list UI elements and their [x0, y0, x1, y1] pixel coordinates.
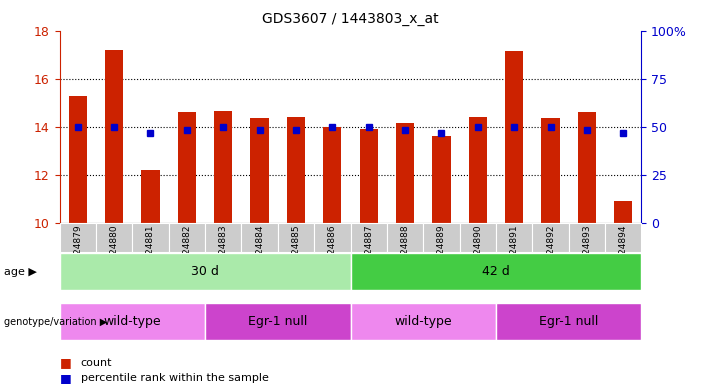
FancyBboxPatch shape — [532, 223, 569, 252]
FancyBboxPatch shape — [169, 223, 205, 252]
FancyBboxPatch shape — [60, 253, 350, 290]
Text: wild-type: wild-type — [104, 315, 161, 328]
FancyBboxPatch shape — [132, 223, 169, 252]
FancyBboxPatch shape — [605, 223, 641, 252]
FancyBboxPatch shape — [60, 303, 205, 340]
Text: GSM424880: GSM424880 — [109, 224, 118, 279]
Text: GSM424881: GSM424881 — [146, 224, 155, 279]
Text: percentile rank within the sample: percentile rank within the sample — [81, 373, 268, 383]
FancyBboxPatch shape — [96, 223, 132, 252]
FancyBboxPatch shape — [205, 303, 350, 340]
Bar — [578, 113, 596, 223]
Bar — [105, 50, 123, 223]
Text: ■: ■ — [60, 356, 72, 369]
Text: GSM424890: GSM424890 — [473, 224, 482, 279]
Text: GSM424888: GSM424888 — [400, 224, 409, 279]
Text: Egr-1 null: Egr-1 null — [248, 315, 308, 328]
Bar — [287, 117, 305, 223]
FancyBboxPatch shape — [423, 223, 460, 252]
Text: GSM424882: GSM424882 — [182, 224, 191, 279]
Text: 30 d: 30 d — [191, 265, 219, 278]
FancyBboxPatch shape — [205, 223, 241, 252]
Bar — [614, 201, 632, 223]
FancyBboxPatch shape — [350, 303, 496, 340]
FancyBboxPatch shape — [350, 253, 641, 290]
FancyBboxPatch shape — [496, 303, 641, 340]
Text: GSM424891: GSM424891 — [510, 224, 519, 279]
Text: GSM424886: GSM424886 — [328, 224, 336, 279]
Bar — [396, 123, 414, 223]
FancyBboxPatch shape — [350, 223, 387, 252]
Bar — [541, 118, 559, 223]
FancyBboxPatch shape — [569, 223, 605, 252]
Bar — [360, 129, 378, 223]
Text: GSM424884: GSM424884 — [255, 224, 264, 279]
FancyBboxPatch shape — [278, 223, 314, 252]
Text: count: count — [81, 358, 112, 368]
Text: wild-type: wild-type — [395, 315, 452, 328]
Text: GDS3607 / 1443803_x_at: GDS3607 / 1443803_x_at — [262, 12, 439, 25]
Bar — [250, 118, 268, 223]
FancyBboxPatch shape — [314, 223, 350, 252]
Text: GSM424883: GSM424883 — [219, 224, 228, 279]
Text: 42 d: 42 d — [482, 265, 510, 278]
Text: GSM424893: GSM424893 — [583, 224, 592, 279]
Bar — [178, 113, 196, 223]
Bar — [69, 96, 87, 223]
Text: GSM424887: GSM424887 — [365, 224, 373, 279]
FancyBboxPatch shape — [241, 223, 278, 252]
FancyBboxPatch shape — [387, 223, 423, 252]
Text: GSM424894: GSM424894 — [619, 224, 627, 279]
Text: GSM424885: GSM424885 — [292, 224, 301, 279]
Text: genotype/variation ▶: genotype/variation ▶ — [4, 316, 107, 327]
Bar — [433, 136, 451, 223]
FancyBboxPatch shape — [460, 223, 496, 252]
Text: Egr-1 null: Egr-1 null — [539, 315, 599, 328]
Text: GSM424879: GSM424879 — [74, 224, 82, 279]
FancyBboxPatch shape — [496, 223, 532, 252]
Bar — [323, 127, 341, 223]
FancyBboxPatch shape — [60, 223, 96, 252]
Text: GSM424889: GSM424889 — [437, 224, 446, 279]
Text: GSM424892: GSM424892 — [546, 224, 555, 279]
Bar — [505, 51, 523, 223]
Bar — [142, 170, 160, 223]
Bar — [469, 117, 487, 223]
Text: age ▶: age ▶ — [4, 266, 36, 277]
Bar — [214, 111, 232, 223]
Text: ■: ■ — [60, 372, 72, 384]
